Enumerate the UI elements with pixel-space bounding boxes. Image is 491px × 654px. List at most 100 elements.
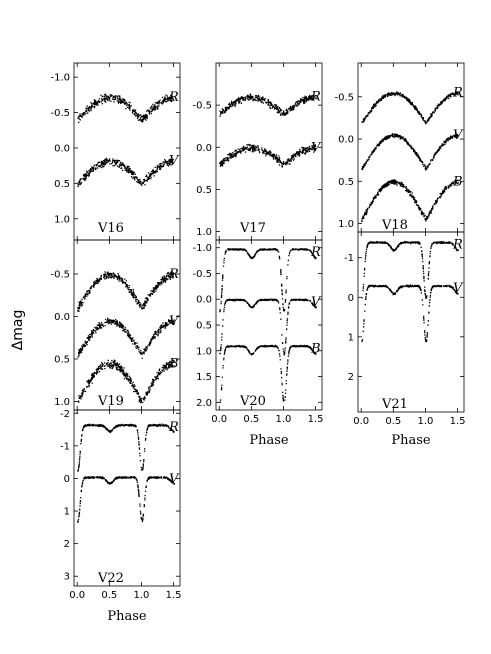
y-tick-label: 0.0 [196, 295, 212, 306]
y-tick-label: 1.0 [196, 346, 212, 357]
series-V16-R: R [77, 90, 179, 124]
x-tick-label: 0.5 [243, 414, 259, 425]
band-label: V [169, 472, 180, 487]
series-V22-R: R [77, 420, 179, 472]
data-points [361, 179, 459, 223]
data-points [77, 93, 175, 124]
band-label: V [311, 295, 322, 310]
data-points [361, 240, 459, 299]
x-tick-label: 1.5 [166, 590, 182, 601]
y-tick-label: -1.0 [192, 243, 212, 254]
series-V21-V: V [361, 281, 464, 343]
series-V19-B: B [78, 356, 179, 404]
y-tick-label: 2 [64, 539, 70, 550]
y-axis-label: Δmag [10, 310, 26, 351]
band-label: R [168, 420, 179, 435]
series-V16-V: V [77, 154, 180, 187]
x-tick-label: 1.0 [276, 414, 292, 425]
series-V20-V: V [219, 295, 322, 356]
data-points [77, 317, 175, 359]
panels-group: -1.0 -0.5 0.0 0.5 1.0 R V V16 -0.5 0.0 0.5 1.0 R V V17… [50, 62, 466, 624]
panel-V17: -0.5 0.0 0.5 1.0 R V V17 [192, 62, 323, 241]
y-tick-label: 0 [348, 293, 354, 304]
series-V18-B: B [361, 174, 463, 223]
band-label: R [452, 238, 463, 253]
y-tick-label: 0.0 [338, 135, 354, 146]
y-tick-label: 0 [64, 474, 70, 485]
x-tick-label: 0.0 [211, 414, 227, 425]
panel-V22: -2 -1 0 1 2 3 0.0 0.5 1.0 1.5 R V V22 [60, 409, 182, 601]
y-tick-label: 1.0 [196, 227, 212, 238]
series-V22-V: V [77, 472, 180, 523]
y-tick-label: -0.5 [192, 101, 212, 112]
y-tick-label: 0.0 [54, 143, 70, 154]
x-tick-label: 1.0 [134, 590, 150, 601]
panel-name: V18 [381, 218, 408, 233]
data-points [219, 344, 317, 403]
y-tick-label: 1.0 [54, 397, 70, 408]
panel-name: V22 [97, 571, 124, 586]
band-label: B [452, 174, 463, 189]
y-tick-label: 1 [348, 332, 354, 343]
panel-name: V21 [381, 397, 408, 412]
data-points [361, 284, 459, 343]
x-tick-label: 0.5 [101, 590, 117, 601]
band-label: V [453, 281, 464, 296]
series-V18-V: V [361, 128, 464, 171]
y-tick-label: -1 [60, 441, 70, 452]
data-points [77, 157, 174, 187]
series-V20-B: B [219, 341, 321, 403]
band-label: R [310, 90, 321, 105]
y-tick-label: 3 [64, 572, 70, 583]
panel-frame [73, 409, 181, 587]
band-label: R [168, 90, 179, 105]
y-tick-label: -1 [344, 253, 354, 264]
x-axis-label: Phase [249, 433, 289, 448]
x-tick-label: 0.0 [353, 416, 369, 427]
data-points [219, 143, 316, 168]
y-tick-label: -0.5 [192, 269, 212, 280]
panel-frame [357, 231, 465, 413]
band-label: V [311, 140, 322, 155]
data-points [361, 133, 459, 171]
panel-V16: -1.0 -0.5 0.0 0.5 1.0 R V V16 [50, 62, 181, 241]
y-tick-label: 0.5 [338, 177, 354, 188]
series-V20-R: R [219, 245, 321, 313]
series-V21-R: R [361, 238, 463, 299]
band-label: V [453, 128, 464, 143]
band-label: R [168, 267, 179, 282]
panel-name: V16 [97, 221, 124, 236]
panel-name: V19 [97, 394, 124, 409]
x-tick-label: 0.0 [69, 590, 85, 601]
band-label: B [168, 356, 179, 371]
y-tick-label: -0.5 [334, 92, 354, 103]
panel-V18: -0.5 0.0 0.5 1.0 R V B V18 [334, 62, 465, 233]
x-tick-label: 0.5 [385, 416, 401, 427]
data-points [361, 91, 459, 125]
series-V18-R: R [361, 86, 463, 125]
band-label: B [310, 341, 321, 356]
y-tick-label: 1 [64, 507, 70, 518]
data-points [77, 271, 175, 312]
series-V17-R: R [219, 90, 321, 117]
band-label: R [310, 245, 321, 260]
x-tick-label: 1.5 [450, 416, 466, 427]
x-axis-label: Phase [391, 433, 431, 448]
y-tick-label: 0.5 [54, 355, 70, 366]
x-tick-label: 1.0 [418, 416, 434, 427]
x-axis-label: Phase [107, 609, 147, 624]
panel-V21: -1 0 1 2 0.0 0.5 1.0 1.5 R V V21 [344, 231, 466, 427]
series-V19-R: R [77, 267, 179, 312]
series-V19-V: V [77, 314, 180, 359]
series-V17-V: V [219, 140, 322, 168]
data-points [77, 423, 175, 472]
band-label: V [169, 314, 180, 329]
y-tick-label: 0.5 [54, 179, 70, 190]
x-tick-label: 1.5 [308, 414, 324, 425]
data-points [77, 476, 175, 523]
y-tick-label: 0.0 [54, 312, 70, 323]
panel-frame [73, 62, 181, 241]
panel-name: V20 [239, 394, 266, 409]
y-tick-label: -0.5 [50, 108, 70, 119]
